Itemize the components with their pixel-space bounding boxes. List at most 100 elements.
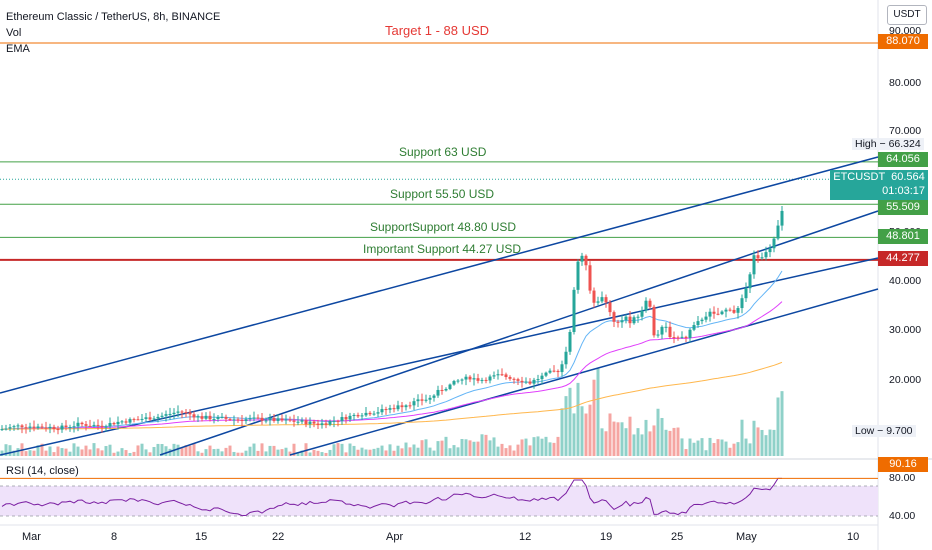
candle-body bbox=[160, 415, 164, 417]
candle-body bbox=[336, 420, 340, 422]
volume-bar bbox=[208, 445, 212, 456]
volume-bar bbox=[612, 421, 616, 456]
candle-body bbox=[576, 261, 580, 290]
volume-bar bbox=[528, 445, 532, 456]
volume-bar bbox=[680, 438, 684, 456]
volume-bar bbox=[80, 449, 84, 456]
candle-body bbox=[124, 421, 128, 423]
candle-body bbox=[692, 325, 696, 330]
candle-body bbox=[100, 425, 104, 427]
volume-bar bbox=[248, 446, 252, 456]
candle-body bbox=[76, 422, 80, 427]
candle-body bbox=[704, 316, 708, 320]
volume-bar bbox=[184, 445, 188, 456]
candle-body bbox=[168, 413, 172, 415]
vol-legend[interactable]: Vol bbox=[6, 27, 22, 39]
candle-body bbox=[88, 425, 92, 427]
volume-bar bbox=[152, 446, 156, 456]
candle-body bbox=[296, 421, 300, 423]
volume-bar bbox=[128, 452, 132, 456]
candle-body bbox=[744, 288, 748, 299]
volume-bar bbox=[400, 448, 404, 456]
volume-bar bbox=[132, 451, 136, 456]
candle-body bbox=[636, 316, 640, 318]
support-5550-annotation: Support 55.50 USD bbox=[390, 187, 495, 201]
candle-body bbox=[308, 421, 312, 425]
candle-body bbox=[664, 326, 668, 328]
candle-body bbox=[204, 415, 208, 419]
volume-bar bbox=[92, 443, 96, 456]
candle-body bbox=[776, 225, 780, 239]
x-tick: 22 bbox=[272, 531, 285, 543]
volume-bar bbox=[76, 446, 80, 456]
candle-body bbox=[12, 426, 16, 428]
candle-body bbox=[736, 308, 740, 313]
candle-body bbox=[520, 380, 524, 383]
volume-bar bbox=[484, 434, 488, 456]
volume-bar bbox=[328, 449, 332, 456]
volume-bar bbox=[488, 440, 492, 456]
volume-bar bbox=[656, 408, 660, 456]
volume-bar bbox=[628, 416, 632, 456]
support-4880-annotation: SupportSupport 48.80 USD bbox=[370, 220, 517, 234]
volume-bar bbox=[380, 445, 384, 456]
volume-bar bbox=[728, 447, 732, 456]
rsi-legend[interactable]: RSI (14, close) bbox=[6, 465, 79, 477]
high-label: High − 66.324 bbox=[852, 138, 924, 150]
candle-body bbox=[152, 418, 156, 420]
candle-body bbox=[432, 395, 436, 398]
volume-bar bbox=[632, 434, 636, 456]
volume-bar bbox=[492, 437, 496, 456]
candle-body bbox=[476, 378, 480, 381]
volume-bar bbox=[292, 443, 296, 456]
candle-body bbox=[504, 374, 508, 378]
volume-bar bbox=[108, 444, 112, 456]
candle-body bbox=[340, 417, 344, 421]
volume-bar bbox=[660, 417, 664, 456]
candle-body bbox=[396, 405, 400, 410]
volume-bar bbox=[620, 422, 624, 456]
volume-bar bbox=[88, 449, 92, 456]
volume-bar bbox=[116, 451, 120, 456]
candle-body bbox=[224, 416, 228, 419]
candle-body bbox=[688, 329, 692, 339]
candle-body bbox=[424, 399, 428, 401]
ema-legend[interactable]: EMA bbox=[6, 43, 30, 55]
channel-line bbox=[0, 156, 879, 394]
volume-bar bbox=[28, 450, 32, 456]
currency-button[interactable]: USDT bbox=[887, 5, 927, 25]
candle-body bbox=[484, 379, 488, 381]
candles bbox=[0, 205, 784, 435]
volume-bar bbox=[264, 451, 268, 456]
volume-bar bbox=[692, 442, 696, 456]
volume-bar bbox=[352, 445, 356, 456]
candle-body bbox=[572, 289, 576, 333]
candle-body bbox=[532, 379, 536, 384]
candle-body bbox=[316, 423, 320, 426]
support-5550-price-box: 55.509 bbox=[878, 200, 928, 215]
volume-bar bbox=[696, 440, 700, 456]
volume-bar bbox=[532, 437, 536, 456]
volume-bar bbox=[260, 443, 264, 456]
candle-body bbox=[728, 309, 732, 311]
volume-bar bbox=[236, 452, 240, 456]
volume-bar bbox=[192, 443, 196, 456]
volume-bar bbox=[204, 449, 208, 456]
candle-body bbox=[584, 255, 588, 266]
candle-body bbox=[540, 375, 544, 380]
channel-lines bbox=[0, 156, 879, 456]
volume-bar bbox=[188, 445, 192, 456]
candle-body bbox=[56, 429, 60, 431]
volume-bar bbox=[392, 450, 396, 456]
volume-bar bbox=[140, 443, 144, 456]
candle-body bbox=[200, 416, 204, 419]
volume-bar bbox=[300, 450, 304, 456]
candle-body bbox=[468, 376, 472, 380]
x-tick: 19 bbox=[600, 531, 613, 543]
volume-bar bbox=[436, 441, 440, 456]
volume-bar bbox=[608, 413, 612, 456]
y-tick: 70.000 bbox=[889, 125, 922, 137]
x-tick: Mar bbox=[22, 531, 41, 543]
volume-bar bbox=[424, 439, 428, 456]
